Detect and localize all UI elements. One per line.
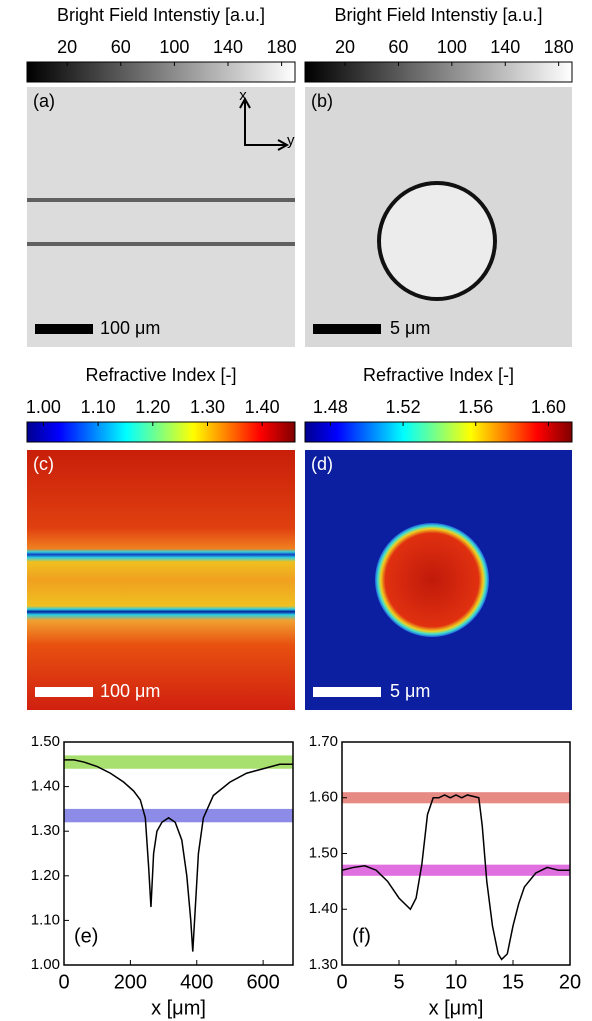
scale-bar-label: 5 μm: [390, 681, 430, 701]
colorbar-title: Refractive Index [-]: [85, 365, 236, 385]
profile-line: [64, 760, 293, 952]
scale-bar-label: 5 μm: [390, 318, 430, 338]
colorbar-tick-label: 1.30: [190, 397, 225, 417]
y-tick-label: 1.30: [31, 822, 60, 839]
x-tick-label: 0: [58, 971, 69, 993]
y-tick-label: 1.30: [309, 956, 338, 973]
y-tick-label: 1.40: [309, 900, 338, 917]
scale-bar-label: 100 μm: [100, 681, 160, 701]
colorbar-tick-label: 180: [267, 37, 297, 57]
image-a: [27, 87, 295, 347]
scale-bar: [35, 687, 93, 697]
x-tick-label: 20: [559, 971, 581, 993]
x-axis-label: x [μm]: [429, 997, 484, 1019]
y-tick-label: 1.70: [309, 733, 338, 750]
colorbar-tick-label: 100: [437, 37, 467, 57]
colorbar-tick-label: 1.60: [531, 397, 566, 417]
panel-label: (a): [33, 91, 55, 111]
axis-y-label: y: [287, 132, 295, 149]
colorbar-tick-label: 1.40: [245, 397, 280, 417]
y-tick-label: 1.50: [309, 844, 338, 861]
scale-bar: [313, 324, 381, 334]
panel-label: (d): [311, 454, 333, 474]
panel-label: (c): [33, 454, 54, 474]
y-tick-label: 1.10: [31, 911, 60, 928]
panel-label: (b): [311, 91, 333, 111]
colorbar-tick-label: 1.10: [81, 397, 116, 417]
y-tick-label: 1.40: [31, 778, 60, 795]
y-tick-label: 1.20: [31, 867, 60, 884]
y-tick-label: 1.50: [31, 733, 60, 750]
colorbar: [27, 422, 295, 442]
figure: x y (a) (b) (c) (d) 100 μm 5 μm 100 μm 5…: [0, 0, 592, 1021]
reference-band: [64, 809, 293, 822]
y-tick-label: 1.00: [31, 956, 60, 973]
colorbar-tick-label: 60: [388, 37, 408, 57]
colorbar-title: Bright Field Intenstiy [a.u.]: [57, 5, 265, 25]
colorbar-title: Refractive Index [-]: [363, 365, 514, 385]
x-tick-label: 400: [180, 971, 213, 993]
x-axis-label: x [μm]: [151, 997, 206, 1019]
image-c: [27, 450, 295, 710]
colorbar-tick-label: 1.00: [26, 397, 61, 417]
colorbar-tick-label: 1.48: [313, 397, 348, 417]
scale-bar: [313, 687, 381, 697]
colorbar-tick-label: 140: [490, 37, 520, 57]
colorbar-tick-label: 140: [213, 37, 243, 57]
colorbar-tick-label: 1.20: [135, 397, 170, 417]
colorbar-tick-label: 1.56: [458, 397, 493, 417]
colorbar-tick-label: 1.52: [386, 397, 421, 417]
x-tick-label: 5: [393, 971, 404, 993]
x-tick-label: 10: [445, 971, 467, 993]
x-tick-label: 15: [502, 971, 524, 993]
colorbar-tick-label: 20: [57, 37, 77, 57]
scale-bar-label: 100 μm: [100, 318, 160, 338]
colorbar-tick-label: 60: [111, 37, 131, 57]
plot-frame: [342, 742, 570, 965]
reference-band: [342, 792, 570, 803]
colorbar-tick-label: 100: [159, 37, 189, 57]
x-tick-label: 200: [114, 971, 147, 993]
droplet: [375, 523, 489, 637]
axis-x-label: x: [239, 87, 247, 104]
scale-bar: [35, 324, 93, 334]
colorbar: [305, 422, 572, 442]
y-tick-label: 1.60: [309, 789, 338, 806]
x-tick-label: 0: [336, 971, 347, 993]
panel-label: (e): [74, 925, 98, 947]
panel-label: (f): [352, 925, 371, 947]
colorbar-tick-label: 20: [335, 37, 355, 57]
x-tick-label: 600: [246, 971, 279, 993]
colorbar-tick-label: 180: [544, 37, 574, 57]
profile-line: [342, 795, 570, 959]
colorbar-title: Bright Field Intenstiy [a.u.]: [334, 5, 542, 25]
droplet: [379, 183, 495, 299]
